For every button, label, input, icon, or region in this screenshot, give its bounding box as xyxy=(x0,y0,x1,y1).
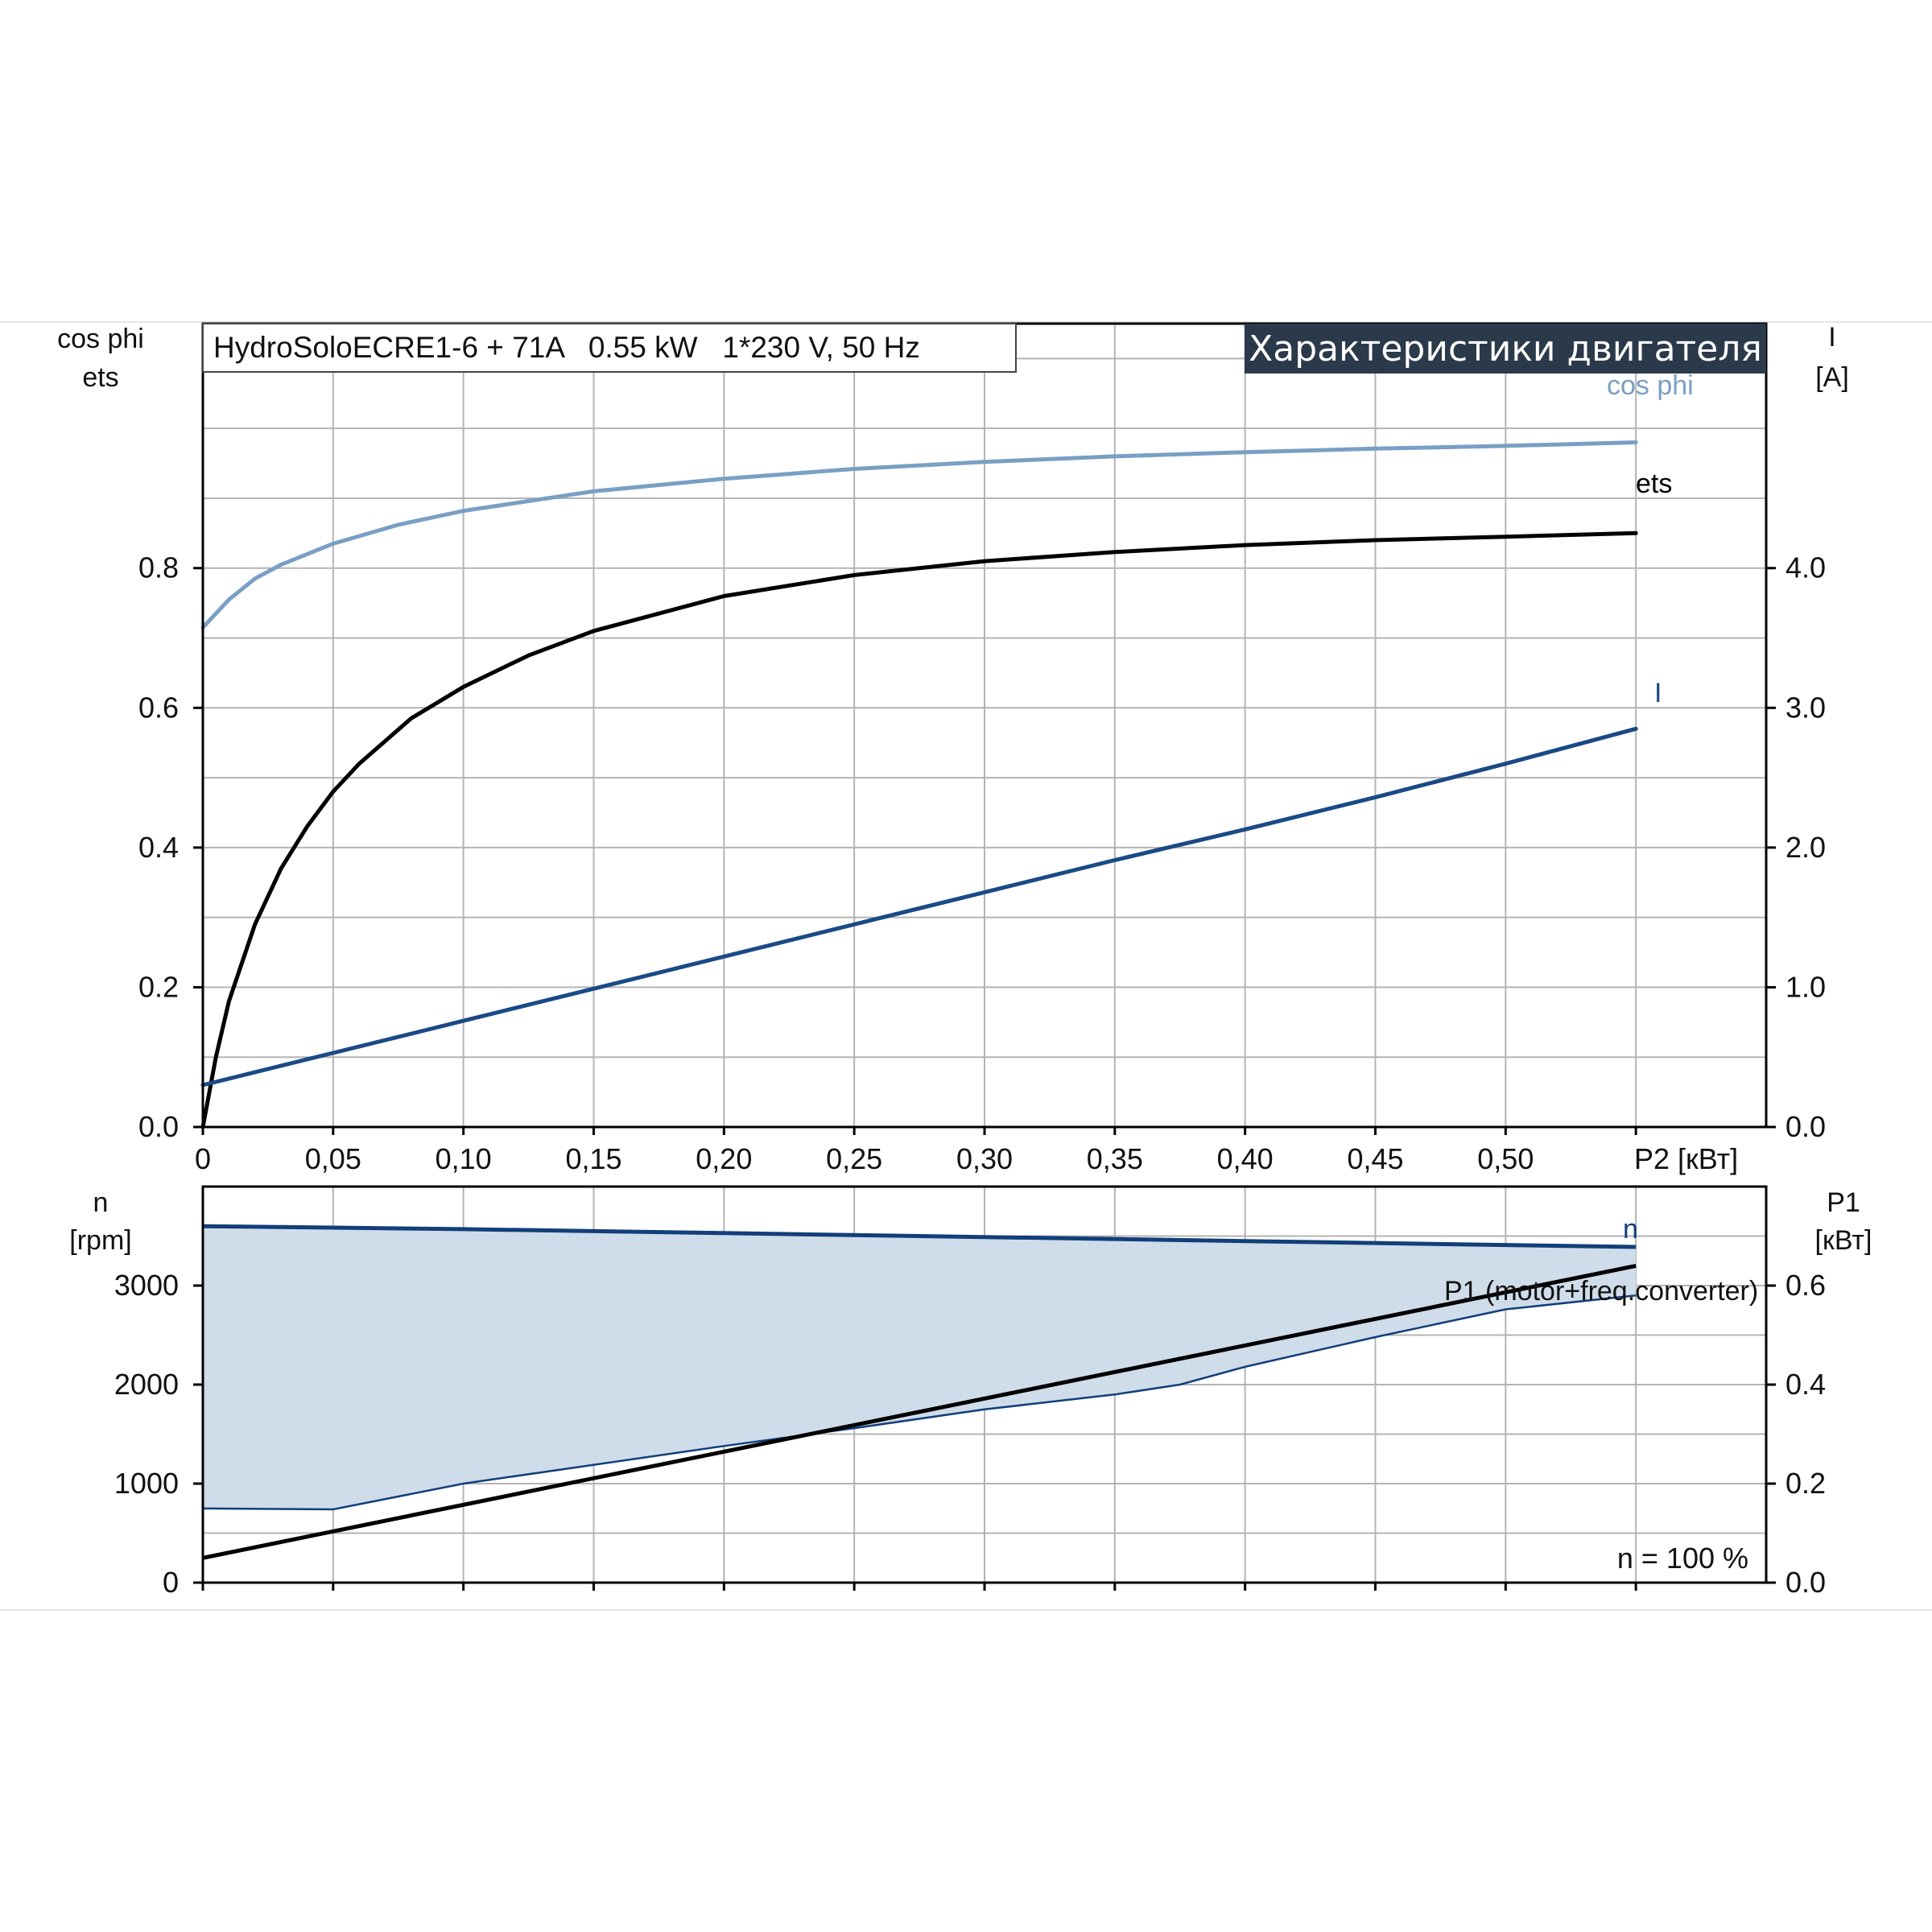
x-tick-label: 0,10 xyxy=(436,1142,492,1175)
ets-curve xyxy=(200,530,1638,1129)
p1-curve-label: P1 (motor+freq.converter) xyxy=(1444,1276,1758,1307)
lower-curves xyxy=(202,1224,1637,1560)
right-axis-title-current-unit: [A] xyxy=(1815,362,1849,393)
lower-chart: 0 1000 2000 3000 0.0 0.2 0.4 0.6 n [rpm] P1 [кВ… xyxy=(69,1185,1872,1599)
upper-curves xyxy=(200,440,1638,1129)
speed-curve-label: n xyxy=(1623,1214,1638,1245)
lower-ticks: 0 1000 2000 3000 0.0 0.2 0.4 0.6 xyxy=(114,1269,1826,1599)
min-speed-curve xyxy=(202,1294,1637,1511)
current-curve-label: I xyxy=(1654,678,1662,708)
x-tick-label: 0,30 xyxy=(956,1142,1013,1175)
lower-left-tick-label: 1000 xyxy=(114,1467,179,1500)
right-axis-title-current: I xyxy=(1828,322,1835,353)
right-tick-label: 4.0 xyxy=(1785,551,1826,584)
current-curve xyxy=(200,726,1638,1088)
right-tick-label: 3.0 xyxy=(1785,691,1826,724)
left-tick-label: 0.0 xyxy=(138,1110,179,1143)
left-tick-label: 0.6 xyxy=(138,691,179,724)
speed-range-band xyxy=(203,1226,1637,1509)
cos-phi-curve-label: cos phi xyxy=(1607,370,1694,401)
lower-right-tick-label: 0.0 xyxy=(1785,1566,1826,1599)
right-tick-label: 1.0 xyxy=(1785,970,1826,1003)
model-label: HydroSoloECRE1-6 + 71A 0.55 kW 1*230 V, … xyxy=(213,331,920,364)
speed-curve xyxy=(202,1224,1637,1249)
upper-chart: 0 0,05 0,10 0,15 0,20 0,25 0,30 0,35 0,40 0,45 0,5… xyxy=(57,322,1849,1175)
left-tick-label: 0.4 xyxy=(138,831,179,864)
x-tick-label: 0,20 xyxy=(696,1142,752,1175)
lower-left-axis-title-n: n xyxy=(93,1187,109,1218)
x-tick-label: 0,25 xyxy=(826,1142,882,1175)
left-tick-label: 0.8 xyxy=(138,551,179,584)
x-tick-label: 0,50 xyxy=(1477,1142,1534,1175)
lower-left-tick-label: 2000 xyxy=(114,1368,179,1401)
cos-phi-curve xyxy=(200,440,1638,630)
model-label-box xyxy=(202,323,1017,373)
speed-percent-annotation: n = 100 % xyxy=(1617,1542,1748,1575)
lower-right-axis-title-p1: P1 xyxy=(1827,1187,1860,1218)
lower-right-tick-label: 0.4 xyxy=(1785,1368,1826,1401)
banner-box xyxy=(1245,324,1766,374)
left-tick-label: 0.2 xyxy=(138,970,179,1003)
left-axis-title-cos-phi: cos phi xyxy=(57,324,144,354)
upper-ticks: 0 0,05 0,10 0,15 0,20 0,25 0,30 0,35 0,40 0,45 0,5… xyxy=(138,551,1826,1175)
lower-right-tick-label: 0.6 xyxy=(1785,1269,1826,1302)
right-tick-label: 0.0 xyxy=(1785,1110,1826,1143)
x-tick-label: 0,35 xyxy=(1087,1142,1143,1175)
lower-right-axis-title-p1-unit: [кВт] xyxy=(1815,1225,1872,1256)
ets-curve-label: ets xyxy=(1636,469,1672,499)
x-tick-label: 0,15 xyxy=(565,1142,621,1175)
x-tick-label: 0 xyxy=(195,1142,211,1175)
x-axis-title: P2 [кВт] xyxy=(1634,1142,1738,1175)
x-tick-label: 0,40 xyxy=(1217,1142,1274,1175)
x-tick-label: 0,05 xyxy=(305,1142,361,1175)
right-tick-label: 2.0 xyxy=(1785,831,1826,864)
x-tick-label: 0,45 xyxy=(1347,1142,1403,1175)
p1-curve xyxy=(202,1263,1637,1560)
banner-title: Характеристики двигателя xyxy=(1249,328,1762,369)
lower-left-axis-title-rpm: [rpm] xyxy=(69,1225,131,1256)
upper-grid xyxy=(203,324,1766,1127)
lower-right-tick-label: 0.2 xyxy=(1785,1467,1826,1500)
left-axis-title-ets: ets xyxy=(82,362,118,393)
lower-left-tick-label: 0 xyxy=(163,1566,179,1599)
lower-left-tick-label: 3000 xyxy=(114,1269,179,1302)
